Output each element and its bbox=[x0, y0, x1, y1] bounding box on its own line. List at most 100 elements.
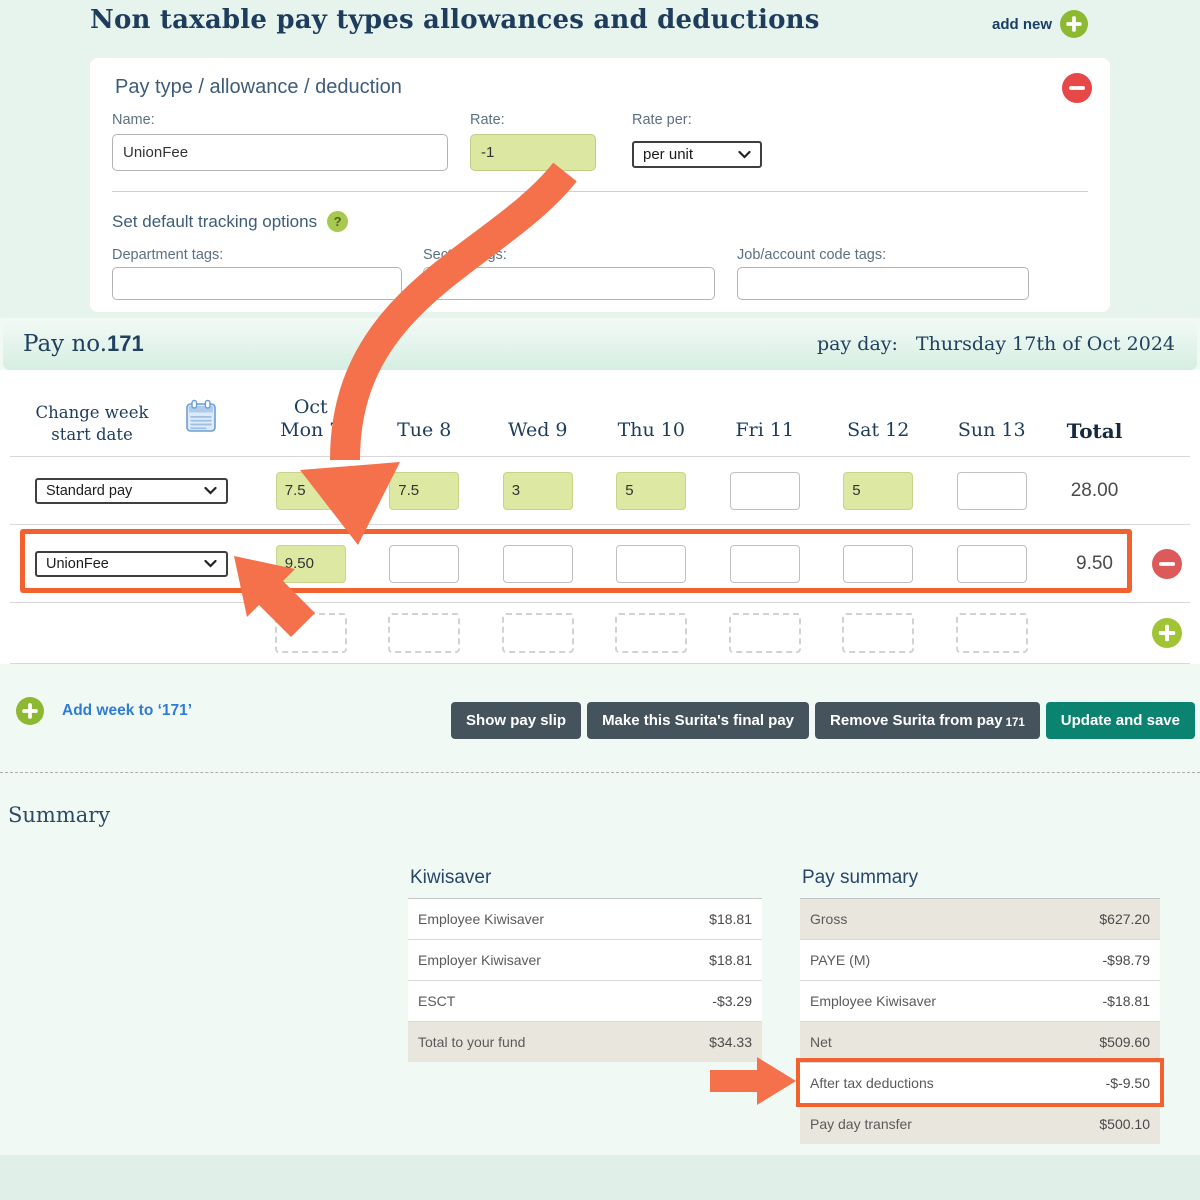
col-header-tue: Tue 8 bbox=[397, 419, 452, 442]
row-add-button[interactable] bbox=[1151, 618, 1182, 648]
final-pay-button[interactable]: Make this Surita's final pay bbox=[587, 702, 810, 739]
name-input[interactable] bbox=[112, 134, 448, 171]
col-header-sun: Sun 13 bbox=[957, 419, 1026, 442]
kiwisaver-table: Kiwisaver Employee Kiwisaver $18.81 Emplo… bbox=[408, 867, 762, 1062]
row-total: 9.50 bbox=[1076, 552, 1113, 574]
department-tags-label: Department tags: bbox=[112, 247, 224, 263]
page-title: Non taxable pay types allowances and ded… bbox=[90, 5, 820, 35]
remove-pay-number: 171 bbox=[1005, 716, 1025, 729]
update-and-save-button[interactable]: Update and save bbox=[1045, 702, 1195, 739]
summary-title: Summary bbox=[8, 803, 111, 827]
timesheet-row-empty bbox=[0, 603, 1200, 663]
department-tags-input[interactable] bbox=[112, 267, 402, 300]
empty-day-input[interactable] bbox=[274, 613, 347, 653]
pay-type-card: Pay type / allowance / deduction Name: R… bbox=[90, 58, 1110, 312]
add-new-button[interactable]: add new bbox=[992, 10, 1088, 38]
day-input-sun[interactable] bbox=[956, 471, 1027, 510]
table-row: Net $509.60 bbox=[800, 1021, 1160, 1062]
show-pay-slip-button[interactable]: Show pay slip bbox=[451, 702, 582, 739]
divider bbox=[10, 602, 1190, 603]
minus-icon bbox=[1151, 548, 1182, 579]
day-input-sat[interactable] bbox=[843, 471, 914, 510]
total-header: Total bbox=[1066, 419, 1123, 443]
table-row: PAYE (M) -$98.79 bbox=[800, 939, 1160, 980]
table-row-after-tax-deductions: After tax deductions -$-9.50 bbox=[800, 1062, 1160, 1103]
add-week-label: Add week to ‘171’ bbox=[62, 702, 193, 719]
table-row: ESCT -$3.29 bbox=[408, 980, 762, 1021]
row-total: 28.00 bbox=[1070, 479, 1119, 501]
minus-icon bbox=[1062, 73, 1092, 103]
table-row: Employee Kiwisaver $18.81 bbox=[408, 899, 762, 939]
divider bbox=[112, 191, 1088, 192]
rate-per-label: Rate per: bbox=[632, 112, 692, 128]
table-row: Employer Kiwisaver $18.81 bbox=[408, 939, 762, 980]
table-row: Employee Kiwisaver -$18.81 bbox=[800, 980, 1160, 1021]
day-input-thu[interactable] bbox=[616, 471, 687, 510]
rate-input[interactable] bbox=[470, 134, 596, 171]
empty-day-input[interactable] bbox=[842, 613, 915, 653]
add-icon bbox=[1060, 10, 1088, 38]
actions-bar: Add week to ‘171’ Show pay slip Make thi… bbox=[0, 664, 1200, 772]
pay-types-section: Non taxable pay types allowances and ded… bbox=[0, 0, 1200, 318]
empty-day-input[interactable] bbox=[955, 613, 1028, 653]
col-header-wed: Wed 9 bbox=[507, 419, 568, 442]
col-header-thu: Thu 10 bbox=[617, 419, 685, 442]
add-new-label: add new bbox=[991, 15, 1052, 33]
col-header-mon: Oct Mon 7 bbox=[280, 395, 342, 442]
day-input-sun[interactable] bbox=[956, 544, 1027, 583]
rate-label: Rate: bbox=[470, 112, 505, 128]
pay-type-select-unionfee[interactable]: UnionFee bbox=[35, 550, 228, 577]
day-input-wed[interactable] bbox=[502, 471, 573, 510]
name-label: Name: bbox=[112, 112, 155, 128]
remove-from-pay-button[interactable]: Remove Surita from pay 171 bbox=[815, 702, 1040, 739]
change-week-label: Change week start date bbox=[35, 403, 149, 445]
chevron-down-icon bbox=[738, 150, 751, 159]
chevron-down-icon bbox=[204, 486, 217, 495]
add-icon bbox=[1151, 618, 1182, 648]
timesheet: Oct Mon 7 Tue 8 Wed 9 Thu 10 Fri 11 Sat 1… bbox=[0, 370, 1200, 664]
day-input-fri[interactable] bbox=[729, 544, 800, 583]
day-input-tue[interactable] bbox=[389, 471, 460, 510]
pay-day-value: Thursday 17th of Oct 2024 bbox=[915, 333, 1175, 355]
add-week-button[interactable]: Add week to ‘171’ bbox=[16, 697, 192, 725]
day-input-thu[interactable] bbox=[616, 544, 687, 583]
calendar-icon[interactable] bbox=[185, 399, 217, 438]
kiwisaver-title: Kiwisaver bbox=[408, 867, 762, 899]
job-tags-input[interactable] bbox=[737, 267, 1029, 300]
tracking-title: Set default tracking options ? bbox=[112, 211, 349, 232]
row-remove-button[interactable] bbox=[1151, 548, 1182, 579]
job-tags-label: Job/account code tags: bbox=[737, 247, 887, 263]
table-row: Pay day transfer $500.10 bbox=[800, 1103, 1160, 1144]
section-tags-label: Section tags: bbox=[423, 247, 507, 263]
section-tags-input[interactable] bbox=[423, 267, 715, 300]
pay-summary-title: Pay summary bbox=[800, 867, 1160, 899]
rate-per-select[interactable]: per unit bbox=[632, 141, 762, 168]
day-input-mon[interactable] bbox=[275, 471, 346, 510]
empty-day-input[interactable] bbox=[615, 613, 688, 653]
divider bbox=[10, 524, 1190, 525]
empty-day-input[interactable] bbox=[501, 613, 574, 653]
day-input-mon[interactable] bbox=[275, 544, 346, 583]
day-input-fri[interactable] bbox=[729, 471, 800, 510]
add-icon bbox=[16, 697, 44, 725]
empty-day-input[interactable] bbox=[388, 613, 461, 653]
remove-pay-type-button[interactable] bbox=[1062, 73, 1092, 108]
day-input-wed[interactable] bbox=[502, 544, 573, 583]
chevron-down-icon bbox=[204, 559, 217, 568]
pay-type-select-standard[interactable]: Standard pay bbox=[35, 477, 228, 504]
day-input-tue[interactable] bbox=[389, 544, 460, 583]
timesheet-header: Oct Mon 7 Tue 8 Wed 9 Thu 10 Fri 11 Sat 1… bbox=[0, 370, 1200, 456]
pay-number-value: 171 bbox=[107, 331, 144, 356]
footer-strip bbox=[0, 1155, 1200, 1200]
table-row: Gross $627.20 bbox=[800, 899, 1160, 939]
card-title: Pay type / allowance / deduction bbox=[115, 76, 402, 98]
day-input-sat[interactable] bbox=[843, 544, 914, 583]
pay-header-bar: Pay no. 171 pay day: Thursday 17th of Oct… bbox=[3, 318, 1197, 370]
pay-day-label: pay day: bbox=[817, 333, 898, 355]
timesheet-row-standard-pay: Standard pay 28.00 bbox=[0, 457, 1200, 524]
divider bbox=[10, 663, 1190, 664]
table-row-total: Total to your fund $34.33 bbox=[408, 1021, 762, 1062]
empty-day-input[interactable] bbox=[728, 613, 801, 653]
timesheet-row-unionfee: UnionFee 9.50 bbox=[0, 525, 1200, 602]
help-icon[interactable]: ? bbox=[327, 211, 349, 232]
